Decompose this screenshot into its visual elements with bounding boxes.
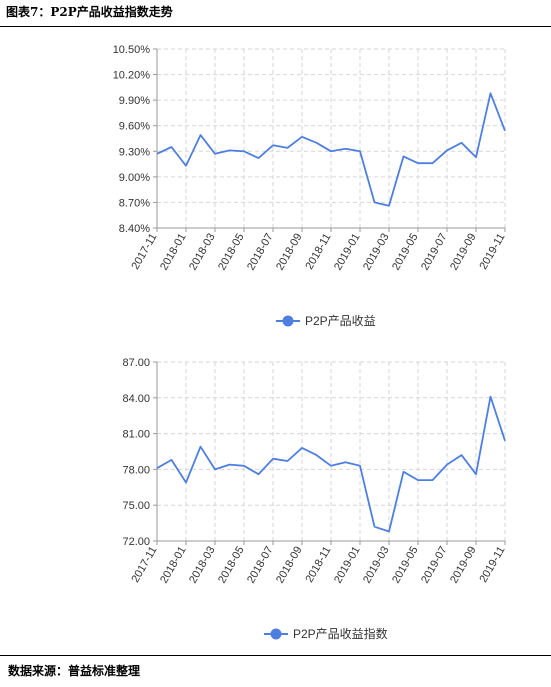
series-line: [156, 395, 506, 533]
data-point: [372, 524, 376, 528]
data-point: [314, 453, 318, 457]
x-tick-label: 2018-11: [303, 545, 333, 585]
x-tick-label: 2019-11: [477, 545, 507, 585]
data-point: [430, 478, 434, 482]
data-point: [242, 464, 246, 468]
data-point: [503, 439, 507, 443]
y-tick-label: 9.60%: [119, 121, 150, 133]
x-tick-label: 2018-07: [245, 545, 276, 586]
data-point: [416, 478, 420, 482]
bottom-rule: [0, 655, 551, 656]
data-point: [401, 470, 405, 474]
figure-title: 图表7：P2P产品收益指数走势: [6, 5, 173, 19]
data-point: [184, 480, 188, 484]
yield-line-chart: 8.40% 8.70% 9.00% 9.30% 9.60% 9.90% 10.20% 10.5…: [113, 44, 508, 328]
x-tick-label: 2017-11: [129, 545, 159, 585]
y-tick-label: 9.00%: [119, 172, 150, 184]
y-tick-label: 78.00: [122, 464, 150, 476]
top-rule: [0, 26, 551, 27]
data-point: [256, 472, 260, 476]
x-tick-label: 2019-09: [448, 545, 479, 586]
y-tick-label: 84.00: [122, 393, 150, 405]
x-tick-label: 2019-01: [332, 545, 363, 586]
y-tick-label: 10.50%: [113, 44, 151, 56]
data-point: [329, 464, 333, 468]
y-tick-label: 8.40%: [119, 223, 150, 235]
data-point: [488, 394, 492, 398]
series-line: [156, 92, 506, 207]
y-tick-label: 9.30%: [119, 146, 150, 158]
legend-label: P2P产品收益: [305, 314, 376, 328]
data-point: [358, 464, 362, 468]
data-point: [300, 446, 304, 450]
data-point: [445, 462, 449, 466]
data-point: [169, 458, 173, 462]
data-point: [198, 445, 202, 449]
data-point: [271, 456, 275, 460]
data-point: [285, 459, 289, 463]
y-tick-label: 72.00: [122, 536, 150, 548]
data-point: [213, 467, 217, 471]
figure-source: 数据来源：普益标准整理: [8, 664, 141, 678]
y-tick-label: 75.00: [122, 500, 150, 512]
x-tick-label: 2018-03: [187, 545, 218, 586]
data-point: [155, 466, 159, 470]
y-tick-label: 87.00: [122, 357, 150, 369]
x-tick-label: 2019-05: [390, 545, 421, 586]
legend-label: P2P产品收益指数: [293, 626, 388, 641]
x-tick-label: 2019-07: [419, 545, 450, 586]
y-tick-label: 8.70%: [119, 197, 150, 209]
y-tick-label: 10.20%: [113, 70, 151, 82]
data-point: [474, 472, 478, 476]
x-tick-label: 2019-03: [361, 545, 392, 586]
data-point: [227, 462, 231, 466]
legend-marker-dot: [282, 315, 294, 327]
data-point: [459, 453, 463, 457]
y-tick-label: 9.90%: [119, 95, 150, 107]
x-tick-label: 2018-05: [216, 545, 247, 586]
data-point: [343, 460, 347, 464]
y-tick-label: 81.00: [122, 429, 150, 441]
legend-marker-dot: [270, 628, 282, 640]
data-point: [387, 529, 391, 533]
x-tick-label: 2018-01: [158, 545, 189, 586]
x-tick-label: 2018-09: [274, 545, 305, 586]
